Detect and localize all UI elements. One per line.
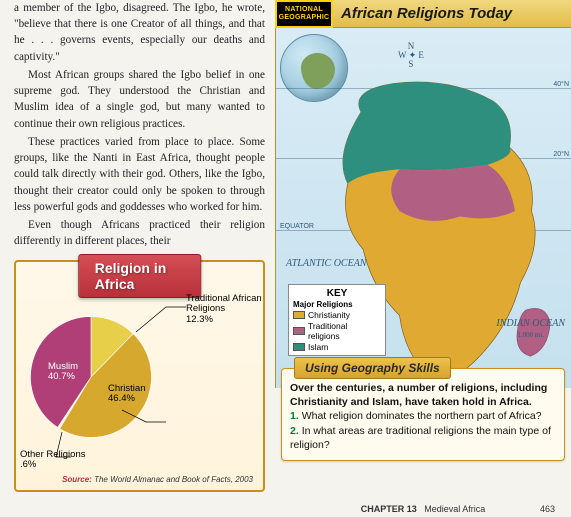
- para-1: a member of the Igbo, disagreed. The Igb…: [14, 0, 265, 65]
- geography-skills-tab: Using Geography Skills: [294, 357, 451, 379]
- geo-intro: Over the centuries, a number of religion…: [290, 382, 547, 408]
- pie-chart: [28, 314, 154, 440]
- key-row: Islam: [293, 342, 381, 352]
- geography-skills-box: Using Geography Skills Over the centurie…: [281, 368, 565, 461]
- key-row: Christianity: [293, 310, 381, 320]
- compass-icon: N W ✦ E S: [398, 42, 424, 69]
- para-3: These practices varied from place to pla…: [14, 134, 265, 215]
- para-4: Even though Africans practiced their rel…: [14, 217, 265, 249]
- para-2: Most African groups shared the Igbo beli…: [14, 67, 265, 132]
- indian-label: INDIAN OCEAN 1,000 mi.: [496, 318, 565, 340]
- pie-chart-box: Religion in Africa Traditional African R…: [14, 260, 265, 492]
- geo-q2: In what areas are traditional religions …: [290, 425, 551, 451]
- map-title: African Religions Today: [333, 0, 571, 28]
- pie-source: Source: The World Almanac and Book of Fa…: [62, 475, 253, 484]
- pie-label-other: Other Religions .6%: [20, 450, 90, 472]
- page-number: 463: [540, 504, 555, 514]
- map-header: NATIONALGEOGRAPHIC African Religions Tod…: [275, 0, 571, 28]
- pie-label-christian: Christian 46.4%: [108, 384, 146, 406]
- map-key: KEY Major Religions ChristianityTraditio…: [288, 284, 386, 356]
- pie-title: Religion in Africa: [78, 254, 202, 298]
- pie-label-muslim: Muslim 40.7%: [48, 362, 78, 384]
- map-area: N W ✦ E S 40°N 20°N EQUATOR Mediterranea…: [275, 28, 571, 388]
- geo-q1: What religion dominates the northern par…: [302, 410, 542, 422]
- key-row: Traditional religions: [293, 321, 381, 341]
- pie-label-traditional: Traditional African Religions 12.3%: [186, 294, 266, 327]
- natgeo-badge: NATIONALGEOGRAPHIC: [275, 0, 333, 28]
- body-text: a member of the Igbo, disagreed. The Igb…: [14, 0, 265, 250]
- atlantic-label: ATLANTIC OCEAN: [286, 258, 366, 269]
- page-footer: CHAPTER 13 Medieval Africa 463: [275, 504, 571, 514]
